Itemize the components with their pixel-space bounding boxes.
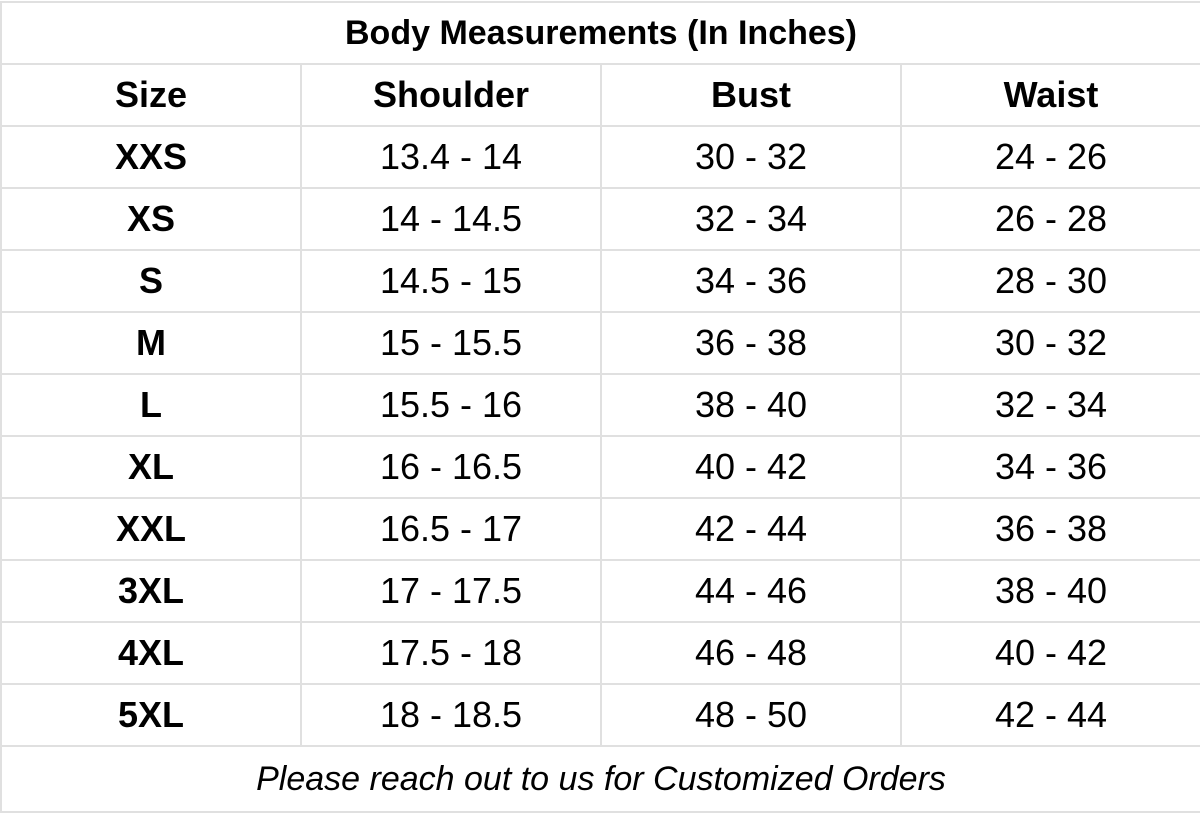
cell-waist: 28 - 30 bbox=[899, 249, 1200, 313]
cell-waist: 24 - 26 bbox=[899, 125, 1200, 189]
cell-size: XXL bbox=[0, 497, 302, 561]
cell-size: XS bbox=[0, 187, 302, 251]
cell-bust: 40 - 42 bbox=[600, 435, 902, 499]
cell-bust: 34 - 36 bbox=[600, 249, 902, 313]
cell-shoulder: 17 - 17.5 bbox=[300, 559, 602, 623]
cell-waist: 40 - 42 bbox=[899, 621, 1200, 685]
table-row: M 15 - 15.5 36 - 38 30 - 32 bbox=[0, 311, 1200, 375]
cell-waist: 26 - 28 bbox=[899, 187, 1200, 251]
cell-bust: 38 - 40 bbox=[600, 373, 902, 437]
cell-bust: 46 - 48 bbox=[600, 621, 902, 685]
cell-waist: 32 - 34 bbox=[899, 373, 1200, 437]
header-size: Size bbox=[0, 63, 302, 127]
cell-shoulder: 16.5 - 17 bbox=[300, 497, 602, 561]
cell-size: L bbox=[0, 373, 302, 437]
table-row: XXL 16.5 - 17 42 - 44 36 - 38 bbox=[0, 497, 1200, 561]
header-row: Size Shoulder Bust Waist bbox=[0, 63, 1200, 127]
cell-waist: 30 - 32 bbox=[899, 311, 1200, 375]
table-row: 5XL 18 - 18.5 48 - 50 42 - 44 bbox=[0, 683, 1200, 747]
header-shoulder: Shoulder bbox=[300, 63, 602, 127]
cell-bust: 44 - 46 bbox=[600, 559, 902, 623]
cell-bust: 32 - 34 bbox=[600, 187, 902, 251]
cell-shoulder: 15 - 15.5 bbox=[300, 311, 602, 375]
cell-waist: 38 - 40 bbox=[899, 559, 1200, 623]
cell-size: M bbox=[0, 311, 302, 375]
table-row: 4XL 17.5 - 18 46 - 48 40 - 42 bbox=[0, 621, 1200, 685]
cell-size: 5XL bbox=[0, 683, 302, 747]
table-row: XS 14 - 14.5 32 - 34 26 - 28 bbox=[0, 187, 1200, 251]
cell-shoulder: 13.4 - 14 bbox=[300, 125, 602, 189]
cell-size: 4XL bbox=[0, 621, 302, 685]
header-waist: Waist bbox=[899, 63, 1200, 127]
table-row: 3XL 17 - 17.5 44 - 46 38 - 40 bbox=[0, 559, 1200, 623]
cell-bust: 42 - 44 bbox=[600, 497, 902, 561]
cell-waist: 34 - 36 bbox=[899, 435, 1200, 499]
cell-bust: 48 - 50 bbox=[600, 683, 902, 747]
cell-shoulder: 15.5 - 16 bbox=[300, 373, 602, 437]
cell-bust: 36 - 38 bbox=[600, 311, 902, 375]
table-row: L 15.5 - 16 38 - 40 32 - 34 bbox=[0, 373, 1200, 437]
cell-size: XXS bbox=[0, 125, 302, 189]
cell-bust: 30 - 32 bbox=[600, 125, 902, 189]
cell-shoulder: 14.5 - 15 bbox=[300, 249, 602, 313]
table-row: XXS 13.4 - 14 30 - 32 24 - 26 bbox=[0, 125, 1200, 189]
header-bust: Bust bbox=[600, 63, 902, 127]
cell-size: 3XL bbox=[0, 559, 302, 623]
cell-waist: 42 - 44 bbox=[899, 683, 1200, 747]
cell-shoulder: 16 - 16.5 bbox=[300, 435, 602, 499]
table-title: Body Measurements (In Inches) bbox=[0, 1, 1200, 65]
footer-note: Please reach out to us for Customized Or… bbox=[0, 745, 1200, 813]
cell-size: XL bbox=[0, 435, 302, 499]
cell-shoulder: 14 - 14.5 bbox=[300, 187, 602, 251]
cell-size: S bbox=[0, 249, 302, 313]
cell-shoulder: 18 - 18.5 bbox=[300, 683, 602, 747]
table-row: XL 16 - 16.5 40 - 42 34 - 36 bbox=[0, 435, 1200, 499]
table-row: S 14.5 - 15 34 - 36 28 - 30 bbox=[0, 249, 1200, 313]
cell-waist: 36 - 38 bbox=[899, 497, 1200, 561]
cell-shoulder: 17.5 - 18 bbox=[300, 621, 602, 685]
